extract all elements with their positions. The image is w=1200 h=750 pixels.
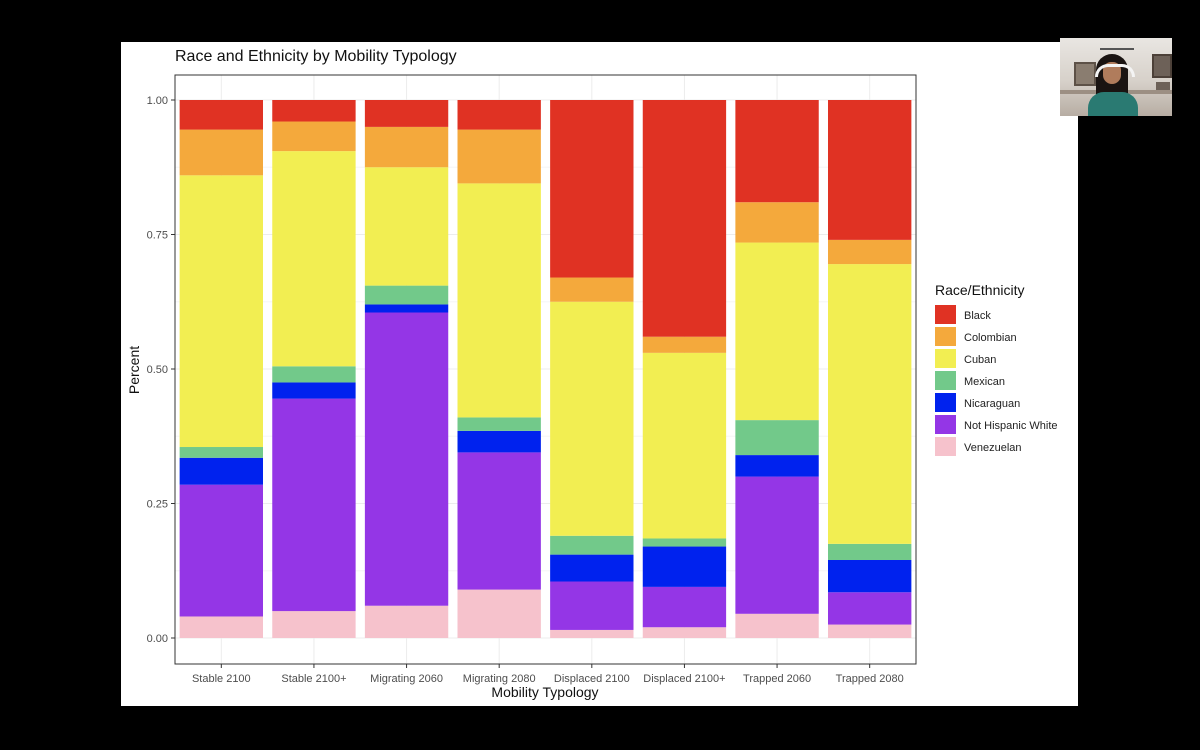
bar-segment: [550, 554, 634, 582]
x-tick-label: Trapped 2060: [743, 673, 811, 685]
bar-segment: [272, 611, 356, 638]
bar-segment: [735, 613, 819, 638]
wall-picture: [1074, 62, 1096, 86]
stacked-bar-chart: 0.000.250.500.751.00 Stable 2100 Stable 2…: [126, 74, 1058, 700]
bar-segment: [364, 167, 449, 286]
bar-segment: [272, 121, 356, 152]
bar-segment: [550, 535, 634, 555]
x-tick-label: Migrating 2060: [370, 673, 443, 685]
bar-segment: [457, 430, 541, 453]
legend: Race/Ethnicity Black Colombian Cuban Mexica…: [935, 282, 1058, 456]
bar-segment: [457, 452, 541, 590]
bar-segment: [828, 100, 912, 240]
wall-picture: [1152, 54, 1172, 78]
x-tick-label: Stable 2100: [192, 673, 251, 685]
legend-label: Mexican: [964, 376, 1005, 388]
bar-segment: [457, 417, 541, 431]
headset-icon: [1095, 64, 1135, 77]
y-tick-label: 0.00: [147, 633, 168, 645]
legend-label: Colombian: [964, 332, 1017, 344]
bar-segment: [642, 546, 727, 587]
legend-swatch: [935, 327, 956, 346]
bar-segment: [179, 484, 263, 617]
person-body: [1088, 92, 1138, 116]
bar-segment: [735, 476, 819, 614]
x-axis-title: Mobility Typology: [491, 684, 598, 700]
bar-segment: [828, 239, 912, 265]
bar-segment: [642, 100, 727, 337]
bar-segment: [364, 285, 449, 305]
bar-segment: [828, 264, 912, 544]
bar-segment: [550, 629, 634, 638]
x-axis-ticks: Stable 2100 Stable 2100+ Migrating 2060 Mig…: [192, 664, 904, 685]
legend-label: Venezuelan: [964, 442, 1022, 454]
bar-segment: [364, 100, 449, 127]
x-tick-label: Migrating 2080: [463, 673, 536, 685]
chart-title: Race and Ethnicity by Mobility Typology: [175, 48, 457, 65]
x-tick-label: Trapped 2080: [836, 673, 904, 685]
legend-swatch: [935, 415, 956, 434]
legend-label: Nicaraguan: [964, 398, 1020, 410]
bar-segment: [457, 183, 541, 418]
y-axis-title: Percent: [126, 346, 142, 394]
legend-label: Black: [964, 310, 991, 322]
bar-segment: [179, 616, 263, 638]
bar-segment: [550, 301, 634, 536]
x-tick-label: Displaced 2100+: [643, 673, 725, 685]
x-tick-label: Displaced 2100: [554, 673, 630, 685]
bar-segment: [735, 202, 819, 243]
bar-segment: [457, 589, 541, 638]
bar-segment: [179, 100, 263, 130]
y-tick-label: 0.75: [147, 230, 168, 242]
bar-segment: [272, 398, 356, 612]
bar-segment: [179, 129, 263, 176]
legend-swatch: [935, 437, 956, 456]
ceiling-lamp: [1100, 38, 1134, 50]
bar-segment: [828, 592, 912, 625]
legend-swatch: [935, 371, 956, 390]
bar-segment: [735, 242, 819, 421]
y-tick-label: 1.00: [147, 95, 168, 107]
bar-segment: [642, 586, 727, 628]
bar-segment: [457, 129, 541, 184]
bar-segment: [550, 581, 634, 630]
bar-segment: [179, 175, 263, 448]
y-tick-label: 0.50: [147, 364, 168, 376]
bar-segment: [364, 312, 449, 606]
legend-label: Cuban: [964, 354, 996, 366]
bar-segment: [364, 304, 449, 313]
bar-segment: [642, 538, 727, 547]
bar-segment: [828, 543, 912, 560]
legend-label: Not Hispanic White: [964, 420, 1058, 432]
bar-segment: [828, 559, 912, 593]
bar-segment: [272, 100, 356, 122]
bar-segment: [828, 624, 912, 638]
bar-segment: [272, 382, 356, 399]
bar-segment: [364, 605, 449, 638]
legend-title: Race/Ethnicity: [935, 282, 1024, 298]
bar-segment: [457, 100, 541, 130]
bar-segment: [272, 151, 356, 367]
y-tick-label: 0.25: [147, 499, 168, 511]
x-tick-label: Stable 2100+: [281, 673, 346, 685]
bar-segment: [642, 352, 727, 539]
y-axis-ticks: 0.00 0.25 0.50 0.75 1.00: [147, 95, 175, 645]
bar-segment: [272, 366, 356, 383]
bar-segment: [550, 100, 634, 278]
bar-segment: [179, 447, 263, 458]
bar-segment: [735, 100, 819, 203]
bar-segment: [735, 455, 819, 477]
bar-segment: [642, 627, 727, 638]
bar-segment: [642, 336, 727, 353]
legend-swatch: [935, 393, 956, 412]
bar-segment: [364, 126, 449, 168]
bar-segment: [550, 277, 634, 302]
legend-swatch: [935, 349, 956, 368]
webcam-thumbnail: [1060, 38, 1172, 116]
bar-segment: [735, 420, 819, 456]
legend-swatch: [935, 305, 956, 324]
bars-layer: [179, 100, 912, 638]
bar-segment: [179, 457, 263, 485]
